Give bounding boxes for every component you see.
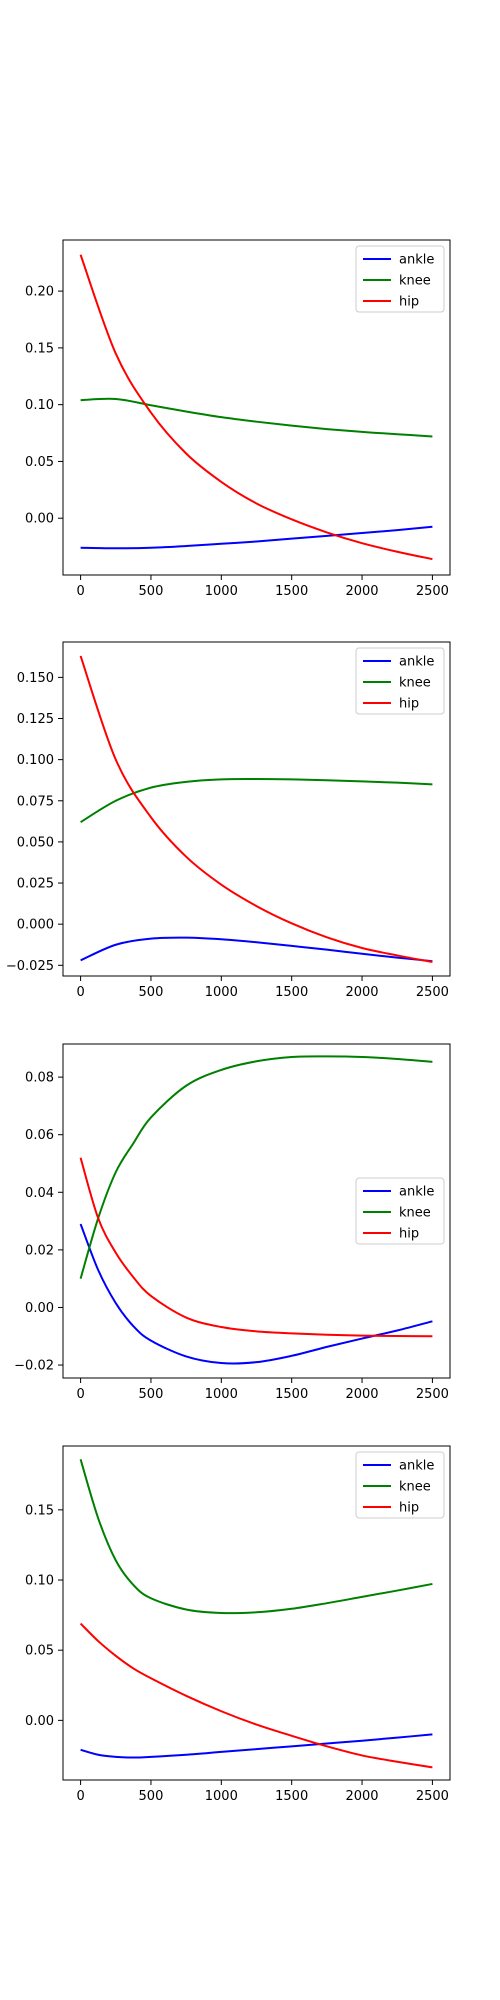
legend-box (355, 1451, 445, 1519)
x-tick-label: 1000 (205, 1387, 238, 1402)
axes-frame (62, 1043, 451, 1379)
legend-label-ankle: ankle (399, 253, 434, 268)
legend-label-hip: hip (399, 295, 419, 310)
chart-panel-1: 0 500 1000 1500 2000 2500 0.00 0.05 0.10 0.15 0.20… (25, 239, 451, 599)
x-tick-label: 1500 (275, 985, 308, 1000)
legend-label-ankle: ankle (399, 1459, 434, 1474)
y-tick-label: −0.025 (6, 959, 54, 974)
axes-frame (62, 641, 451, 977)
legend-label-hip: hip (399, 1501, 419, 1516)
x-tick-label: 2500 (416, 584, 449, 599)
y-tick-label: 0.125 (17, 712, 54, 727)
legend-label-ankle: ankle (399, 1185, 434, 1200)
x-tick-label: 0 (76, 584, 84, 599)
legend-label-hip: hip (399, 697, 419, 712)
y-tick-label: 0.075 (17, 794, 54, 809)
x-tick-label: 500 (139, 584, 164, 599)
series-line-ankle (80, 1733, 433, 1759)
y-tick-label: 0.20 (25, 285, 54, 300)
chart-panel-4: 0 500 1000 1500 2000 2500 0.00 0.05 0.10 0.15 ankl… (25, 1445, 451, 1804)
y-tick-label: 0.00 (25, 1301, 54, 1316)
y-tick-label: 0.100 (17, 753, 54, 768)
x-tick-label: 2500 (416, 985, 449, 1000)
x-tick-label: 0 (76, 1789, 84, 1804)
legend: ankle knee hip (355, 245, 445, 313)
x-tick-label: 500 (139, 985, 164, 1000)
legend-label-knee: knee (399, 274, 431, 289)
series-line-ankle (80, 525, 433, 550)
series-line-knee (79, 1459, 433, 1615)
x-tick-label: 1500 (275, 1387, 308, 1402)
chart-panel-3: 0 500 1000 1500 2000 2500 −0.02 0.00 0.02 0.04 0.0… (14, 1043, 451, 1402)
axes-frame (62, 1445, 451, 1781)
y-tick-label: 0.04 (25, 1186, 54, 1201)
y-tick-label: 0.00 (25, 1714, 54, 1729)
x-tick-label: 0 (76, 1387, 84, 1402)
chart-panel-2: 0 500 1000 1500 2000 2500 −0.025 0.000 0.025 0.05… (6, 641, 451, 1000)
x-tick-label: 2000 (345, 584, 378, 599)
y-tick-label: 0.150 (17, 671, 54, 686)
x-tick-label: 2500 (416, 1789, 449, 1804)
legend-label-hip: hip (399, 1227, 419, 1242)
legend-label-ankle: ankle (399, 655, 434, 670)
x-tick-label: 500 (139, 1387, 164, 1402)
legend-label-knee: knee (399, 676, 431, 691)
x-tick-label: 1000 (205, 985, 238, 1000)
series-line-ankle (79, 1223, 433, 1365)
x-tick-label: 0 (76, 985, 84, 1000)
legend: ankle knee hip (355, 1177, 445, 1245)
y-tick-label: 0.025 (17, 877, 54, 892)
y-tick-label: 0.05 (25, 455, 54, 470)
x-tick-label: 2000 (345, 1387, 378, 1402)
x-tick-label: 2500 (416, 1387, 449, 1402)
x-tick-label: 1000 (205, 584, 238, 599)
y-tick-label: 0.050 (17, 835, 54, 850)
series-line-hip (79, 1622, 433, 1769)
legend: ankle knee hip (355, 647, 445, 715)
x-tick-label: 2000 (345, 985, 378, 1000)
y-tick-label: 0.02 (25, 1243, 54, 1258)
legend-box (355, 647, 445, 715)
y-tick-label: 0.05 (25, 1644, 54, 1659)
legend-label-knee: knee (399, 1480, 431, 1495)
series-line-knee (80, 778, 433, 824)
legend-box (355, 245, 445, 313)
series-line-ankle (80, 936, 433, 963)
series-line-hip (79, 655, 433, 963)
y-tick-label: 0.15 (25, 341, 54, 356)
y-tick-label: 0.10 (25, 398, 54, 413)
legend: ankle knee hip (355, 1451, 445, 1519)
y-tick-label: 0.00 (25, 512, 54, 527)
y-tick-label: 0.06 (25, 1128, 54, 1143)
y-tick-label: 0.15 (25, 1503, 54, 1518)
legend-label-knee: knee (399, 1206, 431, 1221)
x-tick-label: 1500 (275, 1789, 308, 1804)
x-tick-label: 1000 (205, 1789, 238, 1804)
y-tick-label: 0.08 (25, 1071, 54, 1086)
legend-box (355, 1177, 445, 1245)
y-tick-label: 0.10 (25, 1574, 54, 1589)
axes-frame (62, 239, 451, 576)
x-tick-label: 2000 (345, 1789, 378, 1804)
x-tick-label: 500 (139, 1789, 164, 1804)
series-line-knee (80, 397, 433, 438)
series-line-hip (79, 1157, 433, 1338)
x-tick-label: 1500 (275, 584, 308, 599)
series-line-knee (79, 1055, 433, 1279)
y-tick-label: 0.000 (17, 918, 54, 933)
y-tick-label: −0.02 (14, 1359, 54, 1374)
series-line-hip (79, 254, 433, 561)
